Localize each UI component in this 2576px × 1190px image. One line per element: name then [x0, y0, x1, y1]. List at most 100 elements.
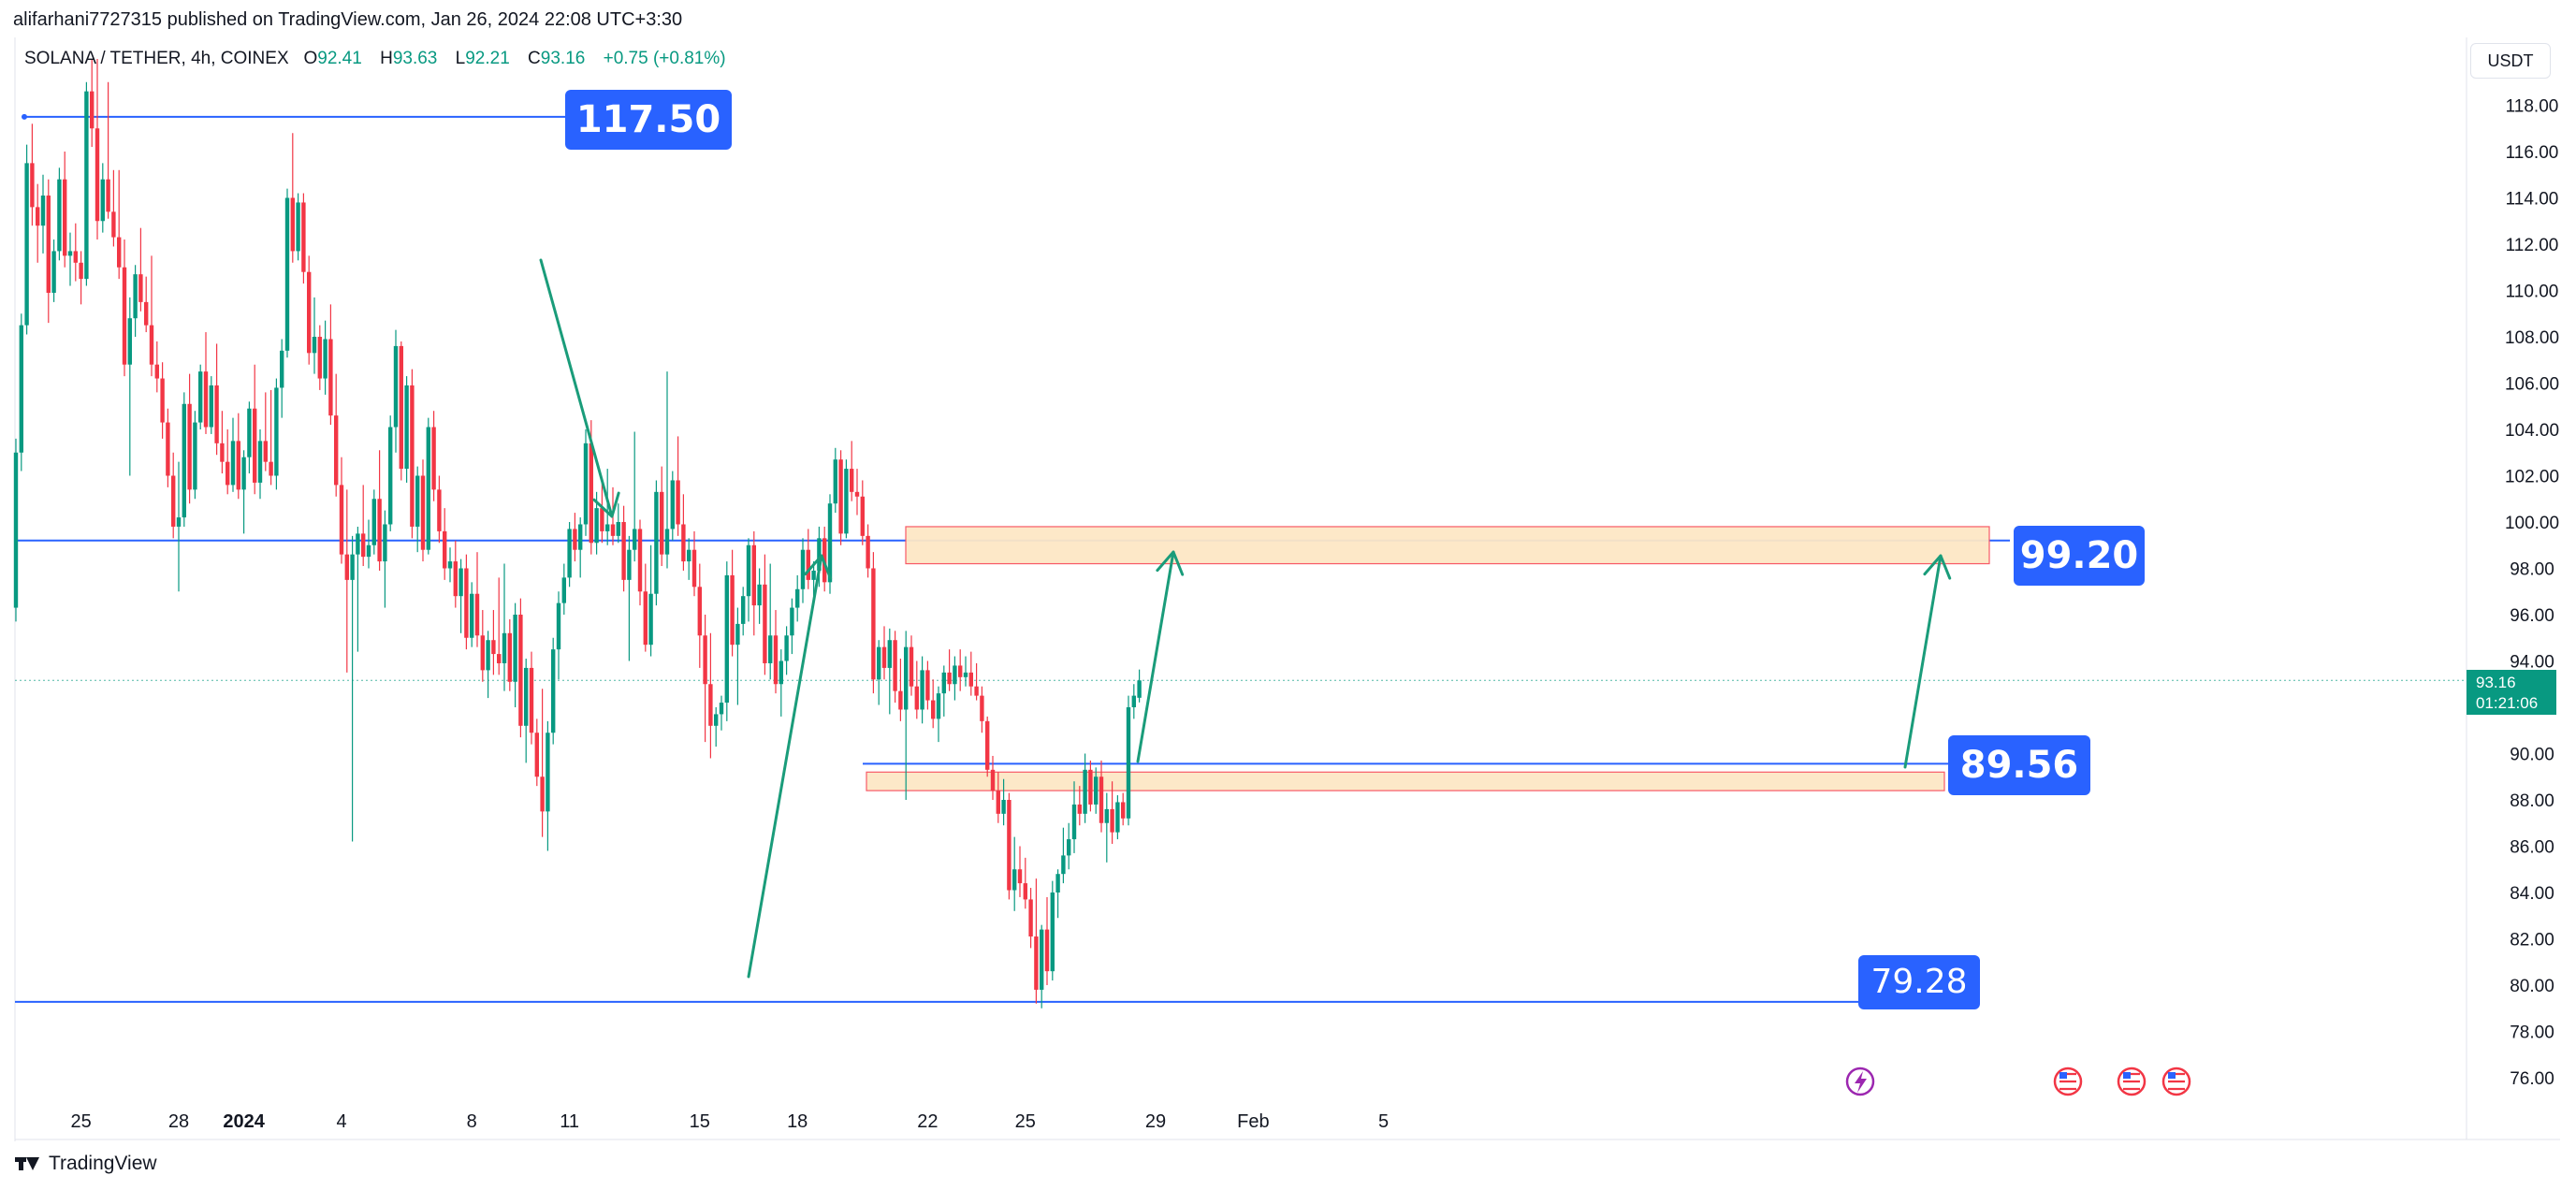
- candle-body: [670, 480, 675, 530]
- candle-body: [1094, 776, 1099, 805]
- price-tick-label: 96.00: [2510, 606, 2554, 626]
- candle-body: [377, 499, 382, 562]
- candle-body: [344, 554, 349, 580]
- candle-body: [681, 524, 686, 562]
- candle-body: [149, 325, 154, 365]
- last-price: 93.16: [2476, 674, 2516, 691]
- candle-body: [925, 670, 930, 701]
- currency-selector[interactable]: USDT: [2470, 43, 2551, 79]
- time-tick-label: 18: [787, 1111, 808, 1132]
- price-axis[interactable]: 76.00 78.00 80.00 82.00 84.00 86.00 88.00 90.00…: [2505, 97, 2559, 1090]
- candle-body: [838, 459, 843, 534]
- candle-body: [958, 665, 963, 677]
- candle-body: [241, 457, 246, 490]
- candle-body: [524, 667, 529, 726]
- candle-body: [980, 695, 984, 721]
- candle-body: [230, 441, 236, 486]
- candle-body: [399, 345, 403, 470]
- candle-body: [40, 196, 46, 226]
- candle-body: [633, 529, 637, 550]
- price-grid: [14, 37, 2560, 1141]
- candle-body: [871, 568, 876, 680]
- time-tick-label: 28: [168, 1111, 189, 1132]
- candle-body: [280, 350, 284, 388]
- candle-body: [1077, 804, 1082, 814]
- candle-body: [176, 517, 182, 527]
- candle-body: [458, 568, 463, 597]
- candle-body: [464, 568, 469, 638]
- candle-body: [779, 660, 783, 685]
- footer-brand[interactable]: TradingView: [15, 1153, 157, 1175]
- candle-body: [106, 179, 110, 212]
- candle-body: [751, 544, 756, 606]
- candle-body: [800, 549, 806, 589]
- symbol-name[interactable]: SOLANA / TETHER, 4h, COINEX: [24, 49, 289, 68]
- candle-body: [833, 459, 837, 504]
- candle-body: [556, 602, 561, 650]
- candle-body: [307, 271, 312, 354]
- up-arrow-head: [1923, 554, 1952, 580]
- candle-body: [1023, 883, 1027, 900]
- price-tick-label: 104.00: [2505, 421, 2559, 441]
- candle-body: [567, 529, 572, 578]
- candle-body: [697, 587, 702, 636]
- candle-body: [914, 686, 919, 710]
- candle-body: [1040, 929, 1044, 990]
- candle-body: [784, 635, 789, 661]
- low-value: 92.21: [465, 49, 510, 68]
- level-callout-79-28[interactable]: 79.28: [1858, 955, 1980, 1009]
- candle-body: [269, 461, 273, 476]
- time-axis[interactable]: 25 28 2024 4 8 11 15 18 22 25 29 Feb 5: [70, 1111, 1389, 1132]
- candle-body: [453, 561, 458, 597]
- candle-body: [236, 441, 240, 490]
- candle-body: [111, 211, 116, 238]
- candle-body: [95, 128, 100, 222]
- level-callout-89-56[interactable]: 89.56: [1948, 735, 2090, 795]
- candle-body: [437, 489, 442, 531]
- up-arrow: [1903, 554, 1943, 769]
- level-callout-117-50[interactable]: 117.50: [565, 90, 732, 150]
- time-tick-label: 8: [467, 1111, 477, 1132]
- candle-body: [1044, 929, 1050, 972]
- candle-body: [1050, 892, 1055, 972]
- candle-body: [534, 733, 539, 777]
- candle-body: [827, 503, 833, 583]
- price-tick-label: 84.00: [2510, 884, 2554, 904]
- candle-body: [19, 325, 23, 453]
- candle-body: [904, 646, 909, 710]
- candle-body: [388, 427, 393, 525]
- level-callout-99-20[interactable]: 99.20: [2014, 526, 2145, 586]
- candle-body: [284, 197, 290, 351]
- economic-events[interactable]: [1845, 1067, 2191, 1096]
- candle-body: [974, 686, 979, 696]
- candle-body: [1126, 707, 1131, 819]
- candle-body: [687, 549, 691, 562]
- candle-body: [730, 574, 735, 646]
- open-label: O: [303, 49, 318, 68]
- price-tick-label: 114.00: [2506, 190, 2559, 210]
- candle-body: [1131, 695, 1136, 707]
- candle-body: [953, 665, 957, 685]
- candle-body: [589, 443, 593, 544]
- up-arrow: [747, 554, 823, 979]
- candle-body: [866, 535, 870, 569]
- level-anchor-dot: [22, 113, 27, 120]
- candle-body: [854, 491, 860, 497]
- candle-body: [529, 667, 534, 733]
- candle-body: [637, 529, 643, 592]
- candle-body: [947, 672, 952, 685]
- up-arrow-head: [1156, 550, 1185, 576]
- candle-body: [350, 554, 355, 580]
- candle-body: [546, 733, 550, 812]
- candle-body: [90, 91, 95, 129]
- candle-body: [328, 339, 333, 416]
- candle-body: [936, 693, 941, 719]
- tradingview-logo-icon: [15, 1155, 41, 1172]
- symbol-legend: SOLANA / TETHER, 4h, COINEX O92.41 H93.6…: [24, 49, 726, 69]
- price-tick-label: 98.00: [2510, 560, 2554, 580]
- candle-body: [990, 769, 996, 791]
- candle-body: [1083, 769, 1087, 814]
- price-tick-label: 102.00: [2505, 468, 2559, 487]
- flag-canton: [2123, 1072, 2131, 1079]
